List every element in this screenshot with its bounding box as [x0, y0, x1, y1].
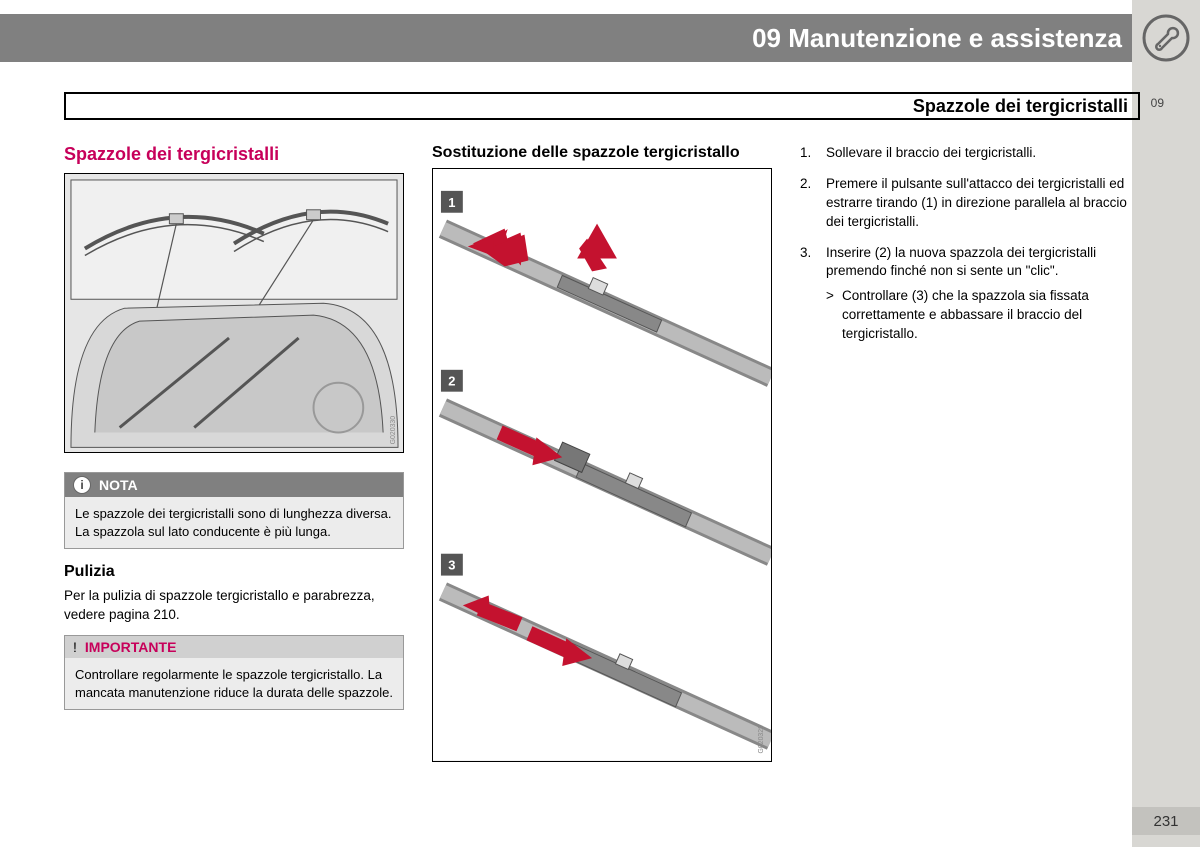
svg-text:G020329: G020329: [758, 725, 765, 754]
svg-text:G020330: G020330: [390, 416, 397, 445]
wiper-replace-figure: 1: [432, 168, 772, 762]
step-item: Inserire (2) la nuova spazzola dei tergi…: [800, 244, 1140, 344]
chapter-tab: 09: [1151, 96, 1164, 110]
svg-text:3: 3: [448, 558, 455, 573]
chapter-header: 09 Manutenzione e assistenza: [0, 14, 1132, 62]
important-text: Controllare regolarmente le spazzole ter…: [65, 658, 403, 709]
column-right: Sollevare il braccio dei tergicristalli.…: [800, 144, 1140, 781]
cleaning-heading: Pulizia: [64, 563, 404, 581]
main-content: Spazzole dei tergicristalli G020330: [64, 144, 1140, 781]
wiper-overview-figure: G020330: [64, 173, 404, 453]
wrench-icon: [1142, 14, 1190, 62]
important-header: ! IMPORTANTE: [65, 636, 403, 658]
important-label: IMPORTANTE: [85, 639, 177, 655]
page-number: 231: [1132, 807, 1200, 835]
warning-icon: !: [73, 639, 77, 655]
step-item: Sollevare il braccio dei tergicristalli.: [800, 144, 1140, 163]
sidebar-column: [1132, 0, 1200, 847]
note-header: i NOTA: [65, 473, 403, 497]
substep: Controllare (3) che la spazzola sia fiss…: [826, 287, 1140, 344]
left-heading: Spazzole dei tergicristalli: [64, 144, 404, 165]
section-title: Spazzole dei tergicristalli: [913, 96, 1128, 117]
svg-text:2: 2: [448, 374, 455, 389]
column-left: Spazzole dei tergicristalli G020330: [64, 144, 404, 781]
step-item: Premere il pulsante sull'attacco dei ter…: [800, 175, 1140, 232]
note-label: NOTA: [99, 477, 138, 493]
important-box: ! IMPORTANTE Controllare regolarmente le…: [64, 635, 404, 710]
note-text: Le spazzole dei tergicristalli sono di l…: [65, 497, 403, 548]
chapter-title: 09 Manutenzione e assistenza: [752, 23, 1122, 54]
cleaning-text: Per la pulizia di spazzole tergicristall…: [64, 587, 404, 625]
svg-text:1: 1: [448, 195, 455, 210]
note-box: i NOTA Le spazzole dei tergicristalli so…: [64, 472, 404, 549]
middle-heading: Sostituzione delle spazzole tergicristal…: [432, 144, 772, 162]
section-header: Spazzole dei tergicristalli: [64, 92, 1140, 120]
info-icon: i: [73, 476, 91, 494]
steps-list: Sollevare il braccio dei tergicristalli.…: [800, 144, 1140, 344]
column-middle: Sostituzione delle spazzole tergicristal…: [432, 144, 772, 781]
